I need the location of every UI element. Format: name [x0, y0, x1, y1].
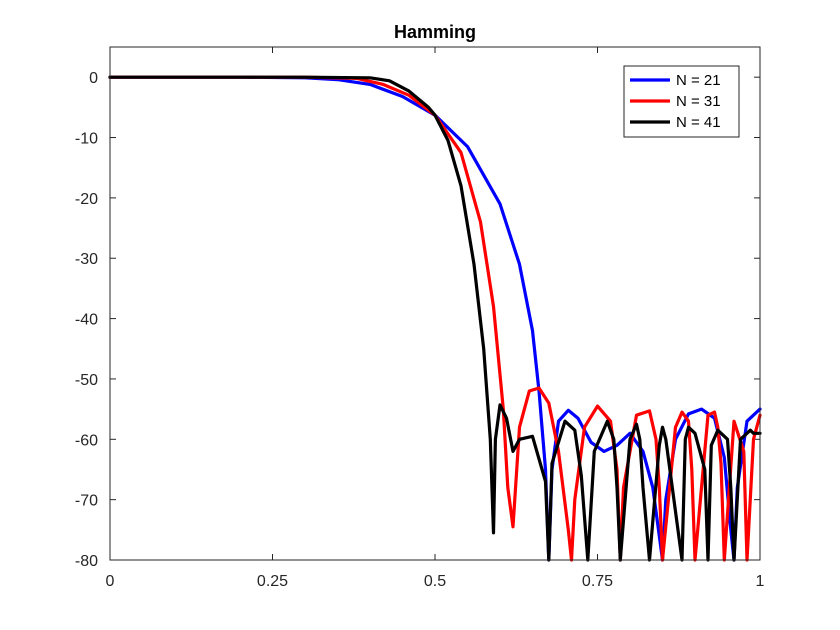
x-tick-label: 0: [106, 573, 115, 590]
y-tick-label: -20: [75, 191, 98, 208]
y-tick-label: 0: [89, 70, 98, 87]
y-tick-label: -30: [75, 251, 98, 268]
y-tick-label: -10: [75, 131, 98, 148]
series-lines: [108, 75, 762, 562]
legend-label: N = 31: [676, 93, 721, 110]
chart-title: Hamming: [394, 22, 476, 42]
series-line-n-31: [108, 75, 762, 562]
x-tick-label: 0.25: [257, 573, 288, 590]
legend-label: N = 21: [676, 72, 721, 89]
x-tick-label: 0.75: [582, 573, 613, 590]
legend: N = 21 N = 31 N = 41: [623, 65, 740, 138]
y-tick-label: -50: [75, 372, 98, 389]
axes-box: [109, 46, 761, 561]
x-tick-label: 1: [756, 573, 765, 590]
x-tick-label: 0.5: [424, 573, 446, 590]
series-line-n-41: [108, 75, 762, 562]
y-tick-label: -40: [75, 312, 98, 329]
y-tick-label: -70: [75, 493, 98, 510]
y-tick-label: -60: [75, 432, 98, 449]
axis-ticks: 0 0.25 0.5 0.75 1 0 -10 -20 -30 -40 -50 -60 -70 -80: [75, 47, 765, 590]
y-tick-label: -80: [75, 553, 98, 570]
legend-label: N = 41: [676, 114, 721, 131]
